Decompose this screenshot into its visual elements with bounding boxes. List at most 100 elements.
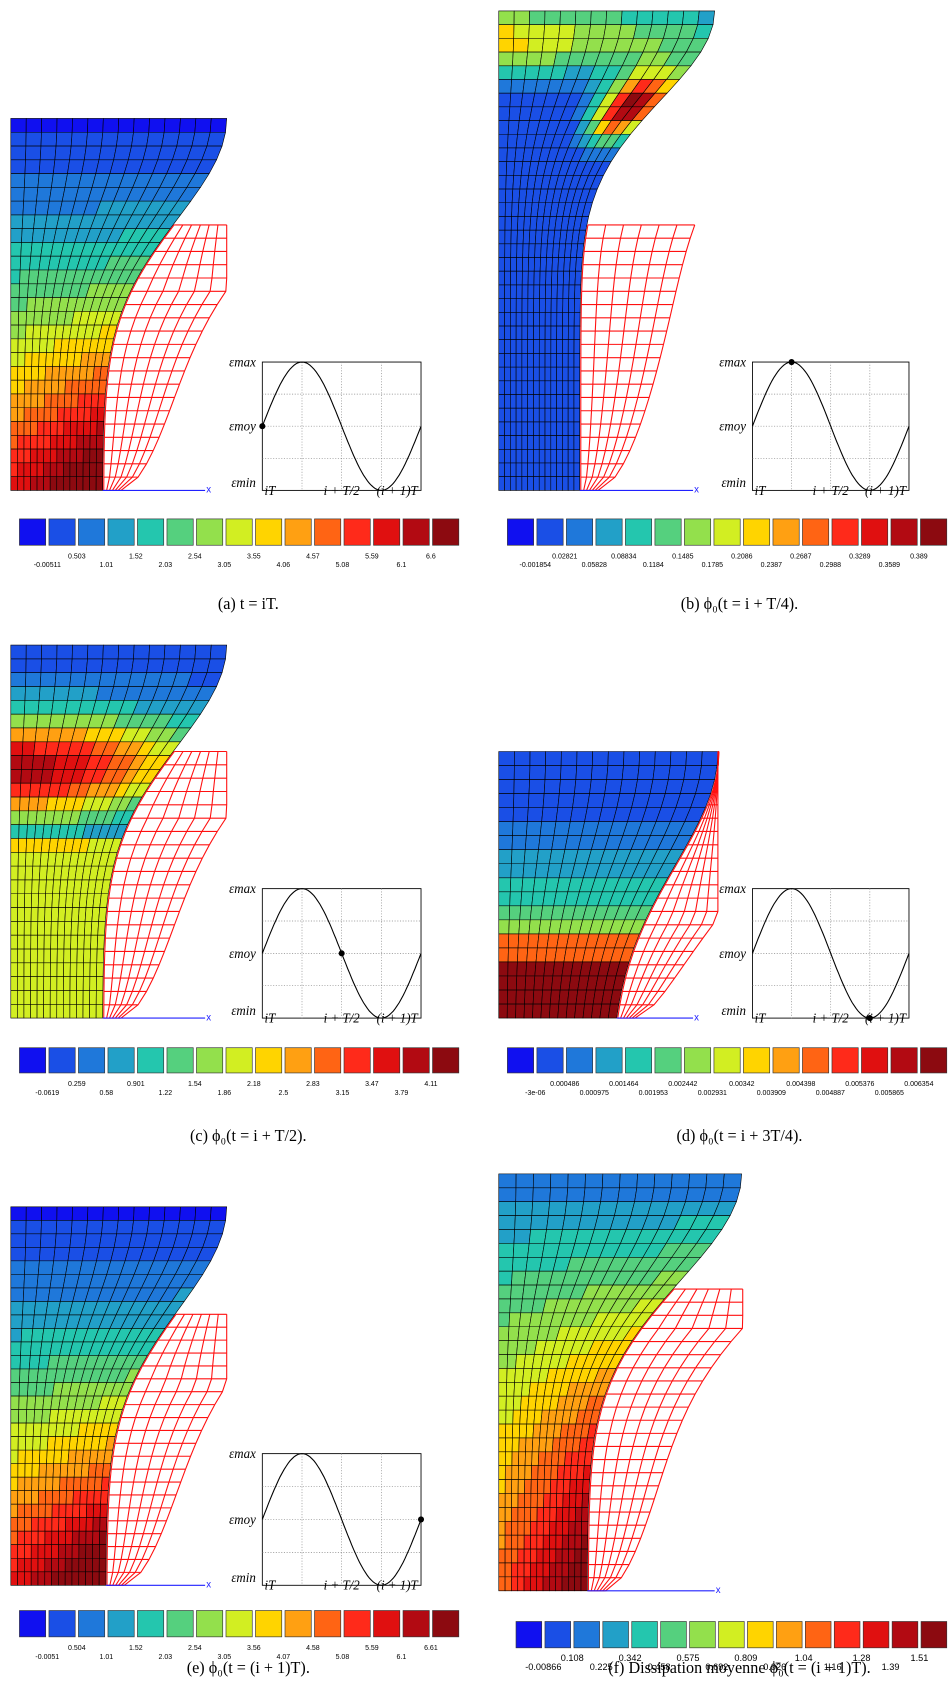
colorbar-label: 0.2988 <box>820 562 841 569</box>
mesh-cell <box>504 1507 512 1522</box>
mesh-cell <box>504 407 511 423</box>
mesh-cell <box>533 270 541 286</box>
mesh-cell <box>527 298 535 313</box>
mesh-cell <box>161 1220 180 1235</box>
colorbar-swatch <box>920 518 948 546</box>
inset-y-label: εmax <box>229 354 256 369</box>
mesh-cell <box>97 921 106 936</box>
die-line <box>106 1313 177 1586</box>
mesh-cell <box>619 1173 638 1189</box>
mesh-cell <box>73 1476 82 1491</box>
mesh-cell <box>498 1312 511 1328</box>
colorbar-swatch <box>507 518 534 546</box>
mesh-cell <box>78 1530 87 1546</box>
mesh-cell <box>542 1562 550 1578</box>
mesh-cell <box>510 339 517 354</box>
mesh-cell <box>46 1449 55 1464</box>
mesh-cell <box>31 1476 40 1491</box>
mesh-cell <box>83 407 92 422</box>
colorbar-label: 0.004887 <box>816 1090 845 1097</box>
mesh-cell <box>18 311 27 326</box>
mesh-cell <box>510 312 517 327</box>
mesh-cell <box>18 283 29 298</box>
colorbar-swatch <box>713 1047 741 1074</box>
mesh-cell <box>515 449 523 464</box>
colorbar-label: 0.08834 <box>611 553 636 560</box>
mesh-cell <box>542 1576 550 1592</box>
mesh-cell <box>521 476 528 491</box>
mesh-cell <box>505 1423 514 1439</box>
mesh-cell <box>10 948 18 964</box>
mesh-cell <box>100 1490 109 1505</box>
colorbar-swatch <box>831 1047 859 1074</box>
colorbar-label: 3.79 <box>395 1090 409 1097</box>
mesh-cell <box>573 476 581 491</box>
mesh-cell <box>17 352 26 367</box>
mesh-cell <box>636 1173 656 1189</box>
mesh-cell <box>519 1409 529 1425</box>
die-mesh <box>587 1288 744 1592</box>
colorbar-swatch <box>861 1047 889 1074</box>
mesh-cell <box>148 118 166 133</box>
die-line <box>115 1314 202 1586</box>
inset-y-label: εmax <box>719 354 746 369</box>
mesh-cell <box>56 962 64 977</box>
mesh-cell <box>551 1451 560 1467</box>
mesh-cell <box>555 1548 563 1564</box>
mesh-cell <box>45 1463 54 1478</box>
mesh-cell <box>517 1520 525 1536</box>
mesh-cell <box>40 658 58 674</box>
mesh-cell <box>584 1173 604 1189</box>
colorbar-swatch <box>805 1621 832 1649</box>
mesh-cell <box>24 352 33 367</box>
mesh-cell <box>38 686 56 701</box>
mesh-cell <box>90 934 99 950</box>
mesh-cell <box>98 1557 107 1573</box>
mesh-cell <box>524 1451 533 1467</box>
mesh-cell <box>43 1003 51 1019</box>
mesh-cell <box>79 1490 88 1505</box>
mesh-cell <box>575 257 583 272</box>
mesh-cell <box>555 1507 564 1522</box>
mesh-cell <box>102 644 120 660</box>
mesh-cell <box>95 1003 104 1019</box>
mesh-cell <box>512 807 529 822</box>
mesh-cell <box>527 449 534 464</box>
mesh-cell <box>562 380 569 395</box>
inset-x-label: (i + 1)T <box>377 1010 420 1025</box>
mesh-cell <box>568 284 576 299</box>
colorbar-label: 0.926 <box>763 1662 786 1672</box>
mesh-cell <box>562 298 570 313</box>
mesh-cell <box>505 188 514 204</box>
mesh-cell <box>18 1409 28 1424</box>
colorbar-label: 0.692 <box>705 1662 728 1672</box>
mesh-cell <box>544 435 552 450</box>
mesh-cell <box>63 421 71 436</box>
mesh-cell <box>511 1562 519 1578</box>
die-line <box>111 751 202 1019</box>
mesh-cell <box>523 1562 531 1578</box>
mesh-cell <box>51 379 59 395</box>
mesh-cell <box>70 1220 88 1235</box>
mesh-cell <box>58 366 67 381</box>
mesh-cell <box>637 765 656 780</box>
mesh-cell <box>498 1534 506 1550</box>
colorbar-label: 0.809 <box>734 1653 757 1663</box>
mesh-cell <box>562 339 569 354</box>
colorbar-label: 3.05 <box>218 1654 232 1661</box>
mesh-cell <box>531 1437 540 1453</box>
mesh-cell <box>25 1233 42 1248</box>
mesh-cell <box>504 380 511 395</box>
inset-x-label: (i + 1)T <box>865 483 908 498</box>
mesh-cell <box>498 92 512 108</box>
mesh-cell <box>498 765 515 780</box>
mesh-cell <box>133 1206 150 1221</box>
mesh-cell <box>542 1520 551 1536</box>
mesh-cell <box>10 242 22 257</box>
mesh-cell <box>567 380 575 395</box>
inset-x-label: i + T/2 <box>324 1578 361 1593</box>
mesh-cell <box>30 976 38 991</box>
mesh-cell <box>545 270 553 286</box>
mesh-cell <box>71 1206 89 1221</box>
